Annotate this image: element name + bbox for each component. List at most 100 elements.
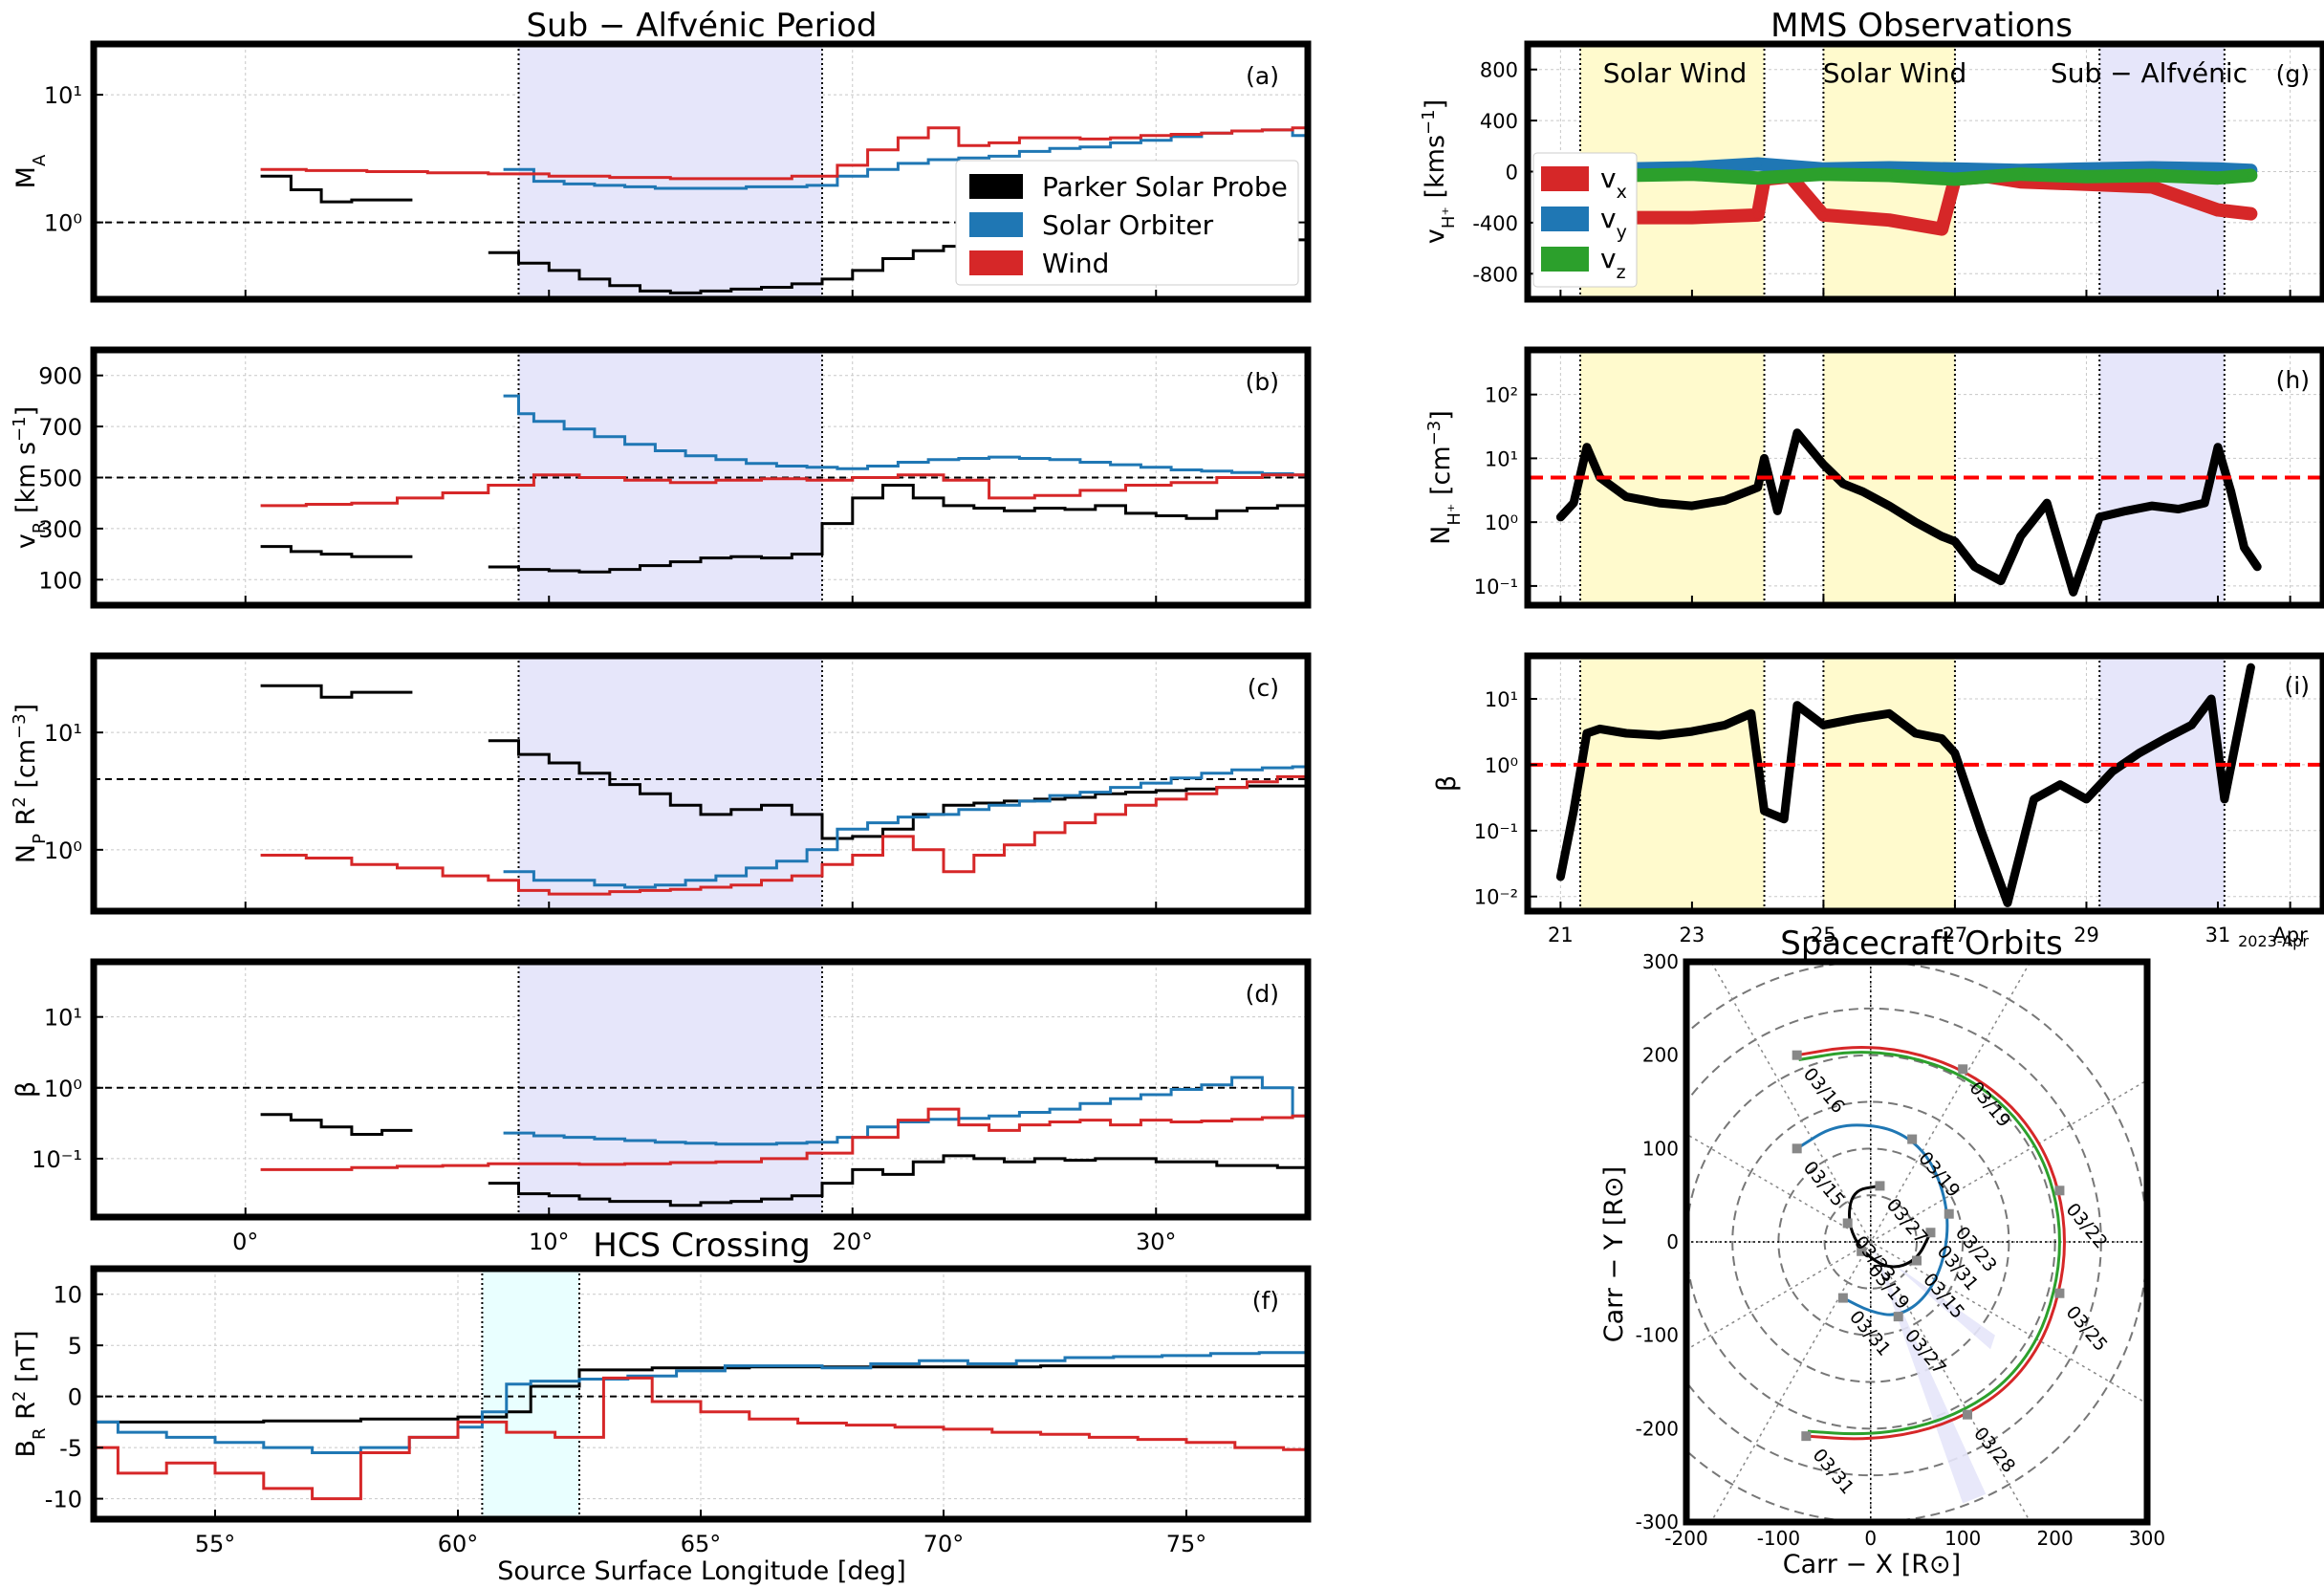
scatter-point [1596, 725, 1604, 733]
y-tick-label: 0 [1506, 162, 1518, 185]
scatter-point [1780, 815, 1789, 823]
y-tick-label: 900 [38, 363, 82, 390]
orbit-date-marker [2054, 1186, 2065, 1196]
x-tick-label: 10° [529, 1229, 570, 1255]
y-tick-label: 100 [38, 567, 82, 594]
x-axis-label-longitude: Source Surface Longitude [deg] [497, 1556, 906, 1586]
x-tick-label: 30° [1136, 1229, 1177, 1255]
y-tick-label: 10¹ [44, 1005, 82, 1032]
x-tick-label: Apr [2272, 924, 2308, 946]
region-shade [1823, 350, 1955, 605]
scatter-point [2247, 209, 2255, 218]
orbit-date-label: 03/19 [1914, 1148, 1964, 1202]
series-line-wind [260, 772, 1308, 896]
panel-letter: (h) [2276, 366, 2310, 394]
legend-label: Parker Solar Probe [1042, 171, 1288, 203]
scatter-point [1570, 807, 1578, 816]
x-tick-label: 21 [1548, 924, 1574, 946]
legend-label: Wind [1042, 248, 1109, 279]
mms-legend-label: vz [1600, 243, 1626, 283]
x-tick-label: 60° [438, 1531, 479, 1557]
scatter-point [2213, 164, 2222, 173]
scatter-point [2148, 502, 2157, 511]
scatter-point [2253, 562, 2262, 571]
y-tick-label: 10⁻¹ [1474, 576, 1518, 598]
x-axis-label-orbit: Carr − X [R⊙] [1783, 1550, 1961, 1579]
scatter-point [1792, 428, 1801, 437]
orbit-path-wind [1796, 1046, 2066, 1441]
legend-swatch [969, 250, 1023, 275]
y-tick-label: 10⁰ [44, 1076, 82, 1102]
legend-box [955, 160, 1299, 286]
scatter-point [1950, 749, 1959, 757]
y-tick-label: 10² [1485, 384, 1518, 407]
scatter-point [2247, 663, 2255, 672]
scatter-point [1911, 518, 1920, 527]
orbit-x-tick-label: -200 [1664, 1527, 1707, 1550]
scatter-point [2121, 507, 2130, 515]
scatter-point [1760, 807, 1769, 816]
orbit-date-marker [1912, 1255, 1922, 1266]
panel-frame [90, 40, 1312, 303]
left-title: Sub − Alfvénic Period [526, 7, 877, 45]
orbit-y-tick-label: 200 [1642, 1044, 1679, 1067]
scatter-point [1885, 171, 1894, 180]
y-tick-label: 10⁰ [1485, 754, 1518, 777]
scatter-point [2247, 171, 2255, 180]
scatter-point [1997, 576, 2006, 585]
orbit-date-label: 03/28 [1969, 1424, 2019, 1477]
scatter-point [1753, 483, 1762, 491]
mms-legend-swatch [1541, 247, 1589, 272]
scatter-point [1858, 488, 1867, 496]
y-axis-label-f: BR R2 [nT] [10, 1330, 50, 1457]
series-line-solar-orbiter [503, 764, 1308, 889]
scatter-point [1792, 701, 1801, 709]
scatter-point [2043, 499, 2052, 508]
y-tick-label: 700 [38, 414, 82, 441]
scatter-point [1950, 175, 1959, 184]
panel-letter: (i) [2285, 672, 2310, 700]
scatter-point [2233, 729, 2242, 738]
orbit-date-marker [1944, 1208, 1954, 1219]
sub-alfvenic-wedge [1889, 1260, 1995, 1350]
orbit-x-tick-label: -100 [1757, 1527, 1800, 1550]
y-tick-label: 10¹ [44, 82, 82, 109]
y-tick-label: 0 [68, 1384, 82, 1411]
orbit-path-earth-l1 [1798, 1051, 2061, 1436]
orbit-y-tick-label: 300 [1642, 950, 1679, 973]
panel-letter: (d) [1246, 980, 1279, 1008]
scatter-point [1819, 721, 1828, 729]
scatter-point [2207, 695, 2216, 704]
scatter-point [2220, 794, 2228, 803]
series-line-parker-solar-probe [260, 174, 413, 204]
y-tick-label: 10⁻² [1474, 886, 1518, 909]
scatter-point [1582, 443, 1591, 451]
scatter-point [1687, 213, 1696, 222]
x-tick-label: 27 [1943, 924, 1968, 946]
y-tick-label: 10⁰ [1485, 511, 1518, 534]
y-tick-label: 10¹ [1485, 688, 1518, 711]
y-tick-label: -400 [1472, 212, 1518, 235]
series-line-parker-solar-probe [94, 1364, 1308, 1424]
orbit-path-parker-solar-probe [1848, 1184, 1932, 1269]
panel-frame [1524, 346, 2324, 609]
orbit-frame [1683, 958, 2151, 1526]
orbit-date-marker [1963, 1409, 1973, 1420]
orbit-date-label: 03/25 [2062, 1302, 2112, 1356]
orbit-x-tick-label: 300 [2129, 1527, 2165, 1550]
orbit-date-marker [1875, 1181, 1885, 1191]
x-tick-label: 23 [1680, 924, 1705, 946]
y-axis-label-h: NH⁺ [cm−3] [1424, 410, 1465, 545]
x-tick-label: 25 [1811, 924, 1836, 946]
y-axis-label-b: vR [km s−1] [10, 406, 50, 549]
scatter-point [1938, 225, 1946, 233]
panel-frame [1524, 652, 2324, 915]
orbit-y-tick-label: 100 [1642, 1137, 1679, 1160]
y-tick-label: -800 [1472, 263, 1518, 286]
orbit-date-marker [1907, 1134, 1918, 1144]
scatter-point [1753, 210, 1762, 219]
orbit-date-label: 03/27 [1882, 1194, 1932, 1248]
series-line-solar-orbiter [503, 394, 1308, 479]
mms-legend-label: vx [1600, 163, 1627, 203]
orbit-date-label: 03/15 [1799, 1157, 1849, 1210]
